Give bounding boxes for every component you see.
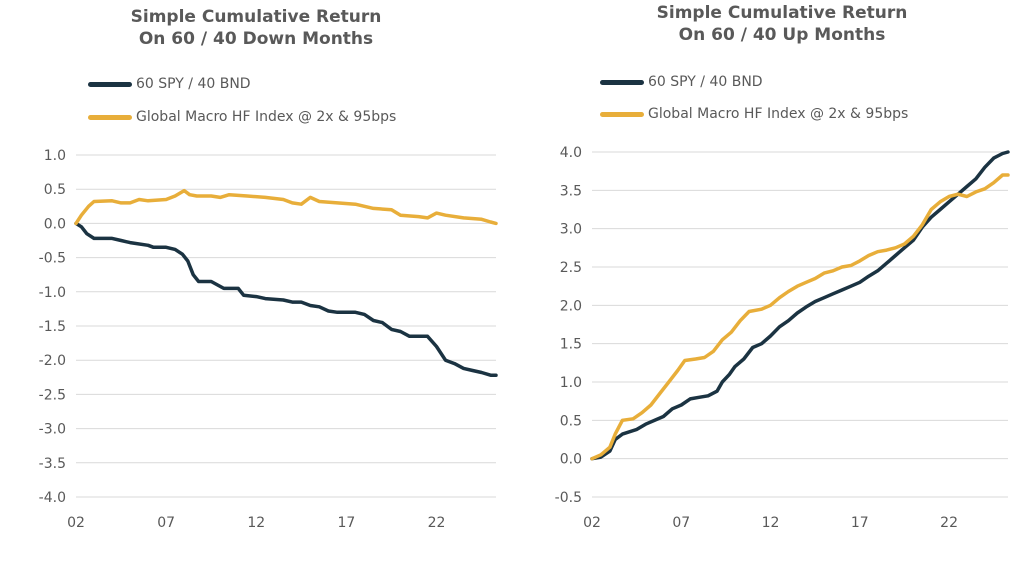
y-tick-label: 3.5 bbox=[560, 183, 582, 199]
y-tick-label: -0.5 bbox=[39, 251, 66, 267]
y-tick-label: 3.0 bbox=[560, 222, 582, 238]
y-tick-label: 0.0 bbox=[44, 216, 66, 232]
series-line-navy bbox=[590, 150, 1010, 461]
y-tick-label: -3.0 bbox=[39, 422, 66, 438]
legend-label: 60 SPY / 40 BND bbox=[136, 76, 251, 92]
y-tick-label: -0.5 bbox=[555, 490, 582, 506]
x-tick-label: 07 bbox=[157, 515, 175, 531]
x-tick-label: 17 bbox=[851, 515, 869, 531]
chart-title: Simple Cumulative Return On 60 / 40 Up M… bbox=[512, 2, 1024, 46]
y-tick-label: 0.0 bbox=[560, 452, 582, 468]
legend-label: 60 SPY / 40 BND bbox=[648, 74, 763, 90]
y-tick-label: -3.5 bbox=[39, 456, 66, 472]
y-tick-label: 0.5 bbox=[560, 413, 582, 429]
series-line-gold bbox=[590, 173, 1010, 461]
y-tick-label: 1.0 bbox=[44, 148, 66, 164]
y-tick-label: -1.5 bbox=[39, 319, 66, 335]
x-tick-label: 17 bbox=[337, 515, 355, 531]
x-tick-label: 02 bbox=[67, 515, 85, 531]
legend-swatch-navy bbox=[88, 81, 132, 87]
legend-swatch-gold bbox=[600, 111, 644, 117]
x-tick-label: 22 bbox=[940, 515, 958, 531]
y-tick-label: 1.0 bbox=[560, 375, 582, 391]
y-tick-label: 1.5 bbox=[560, 337, 582, 353]
y-tick-label: 2.5 bbox=[560, 260, 582, 276]
chart-panel-up-months: Simple Cumulative Return On 60 / 40 Up M… bbox=[512, 0, 1024, 561]
legend-label: Global Macro HF Index @ 2x & 95bps bbox=[136, 109, 397, 125]
y-tick-label: 4.0 bbox=[560, 145, 582, 161]
y-tick-label: -4.0 bbox=[39, 490, 66, 506]
legend-item-navy: 60 SPY / 40 BND bbox=[600, 74, 763, 90]
legend-swatch-navy bbox=[600, 79, 644, 85]
y-tick-label: 2.0 bbox=[560, 298, 582, 314]
chart-title-line1: Simple Cumulative Return bbox=[130, 7, 382, 27]
chart-subtitle: On 60 / 40 Up Months bbox=[678, 25, 886, 45]
series-line-navy bbox=[74, 221, 498, 377]
chart-title: Simple Cumulative Return On 60 / 40 Down… bbox=[0, 6, 512, 50]
x-tick-label: 07 bbox=[672, 515, 690, 531]
legend-item-gold: Global Macro HF Index @ 2x & 95bps bbox=[600, 106, 908, 122]
legend-swatch-gold bbox=[88, 114, 132, 120]
y-tick-label: 0.5 bbox=[44, 182, 66, 198]
legend-item-gold: Global Macro HF Index @ 2x & 95bps bbox=[88, 109, 396, 125]
y-tick-label: -1.0 bbox=[39, 285, 66, 301]
legend-label: Global Macro HF Index @ 2x & 95bps bbox=[648, 106, 909, 122]
chart-plot-area: 4.0 3.5 3.0 2.5 2.0 1.5 1.0 0.5 0.0 -0.502 07 12 17 2… bbox=[555, 145, 1010, 531]
chart-subtitle: On 60 / 40 Down Months bbox=[138, 29, 374, 49]
legend-item-navy: 60 SPY / 40 BND bbox=[88, 76, 251, 92]
y-tick-label: -2.0 bbox=[39, 353, 66, 369]
y-tick-label: -2.5 bbox=[39, 387, 66, 403]
chart-plot-area: 1.0 0.5 0.0 -0.5 -1.0 -1.5 -2.0 -2.5 -3.0 -3.5 -4.… bbox=[39, 148, 498, 531]
x-tick-label: 12 bbox=[247, 515, 265, 531]
chart-panel-down-months: Simple Cumulative Return On 60 / 40 Down… bbox=[0, 6, 512, 531]
series-line-gold bbox=[74, 188, 498, 226]
x-tick-label: 22 bbox=[428, 515, 446, 531]
chart-title-line1: Simple Cumulative Return bbox=[656, 3, 908, 23]
x-tick-label: 02 bbox=[583, 515, 601, 531]
x-tick-label: 12 bbox=[762, 515, 780, 531]
